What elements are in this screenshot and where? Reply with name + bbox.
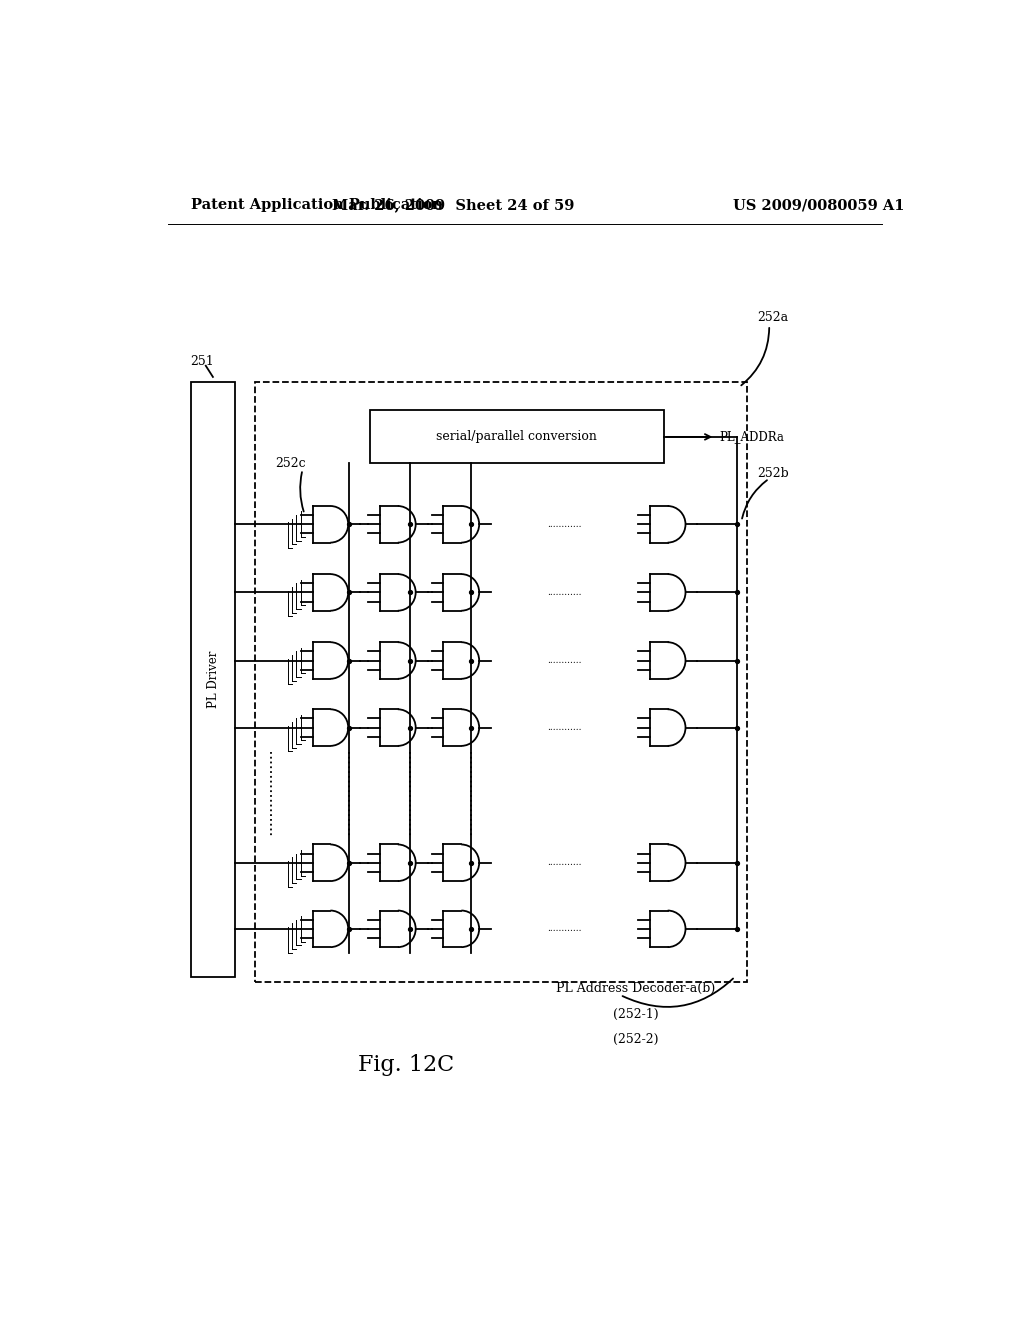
Text: Patent Application Publication: Patent Application Publication	[191, 198, 443, 213]
Text: PL Address Decoder-a(b): PL Address Decoder-a(b)	[556, 982, 716, 995]
Text: 252a: 252a	[758, 312, 788, 325]
Bar	[370, 411, 664, 463]
Text: ............: ............	[547, 587, 582, 597]
Bar	[255, 381, 748, 982]
Text: US 2009/0080059 A1: US 2009/0080059 A1	[733, 198, 904, 213]
Text: 252b: 252b	[758, 467, 790, 480]
Bar	[191, 381, 236, 977]
Text: ............: ............	[547, 858, 582, 867]
Text: PL Driver: PL Driver	[207, 651, 220, 708]
Text: ............: ............	[547, 924, 582, 933]
Text: Fig. 12C: Fig. 12C	[357, 1055, 454, 1076]
Text: 252c: 252c	[274, 457, 305, 470]
Text: (252-2): (252-2)	[613, 1034, 658, 1047]
Text: ............: ............	[547, 656, 582, 665]
Text: PL_ADDRa: PL_ADDRa	[719, 430, 784, 444]
Text: ............: ............	[547, 723, 582, 733]
Text: ............: ............	[547, 520, 582, 529]
Text: serial/parallel conversion: serial/parallel conversion	[436, 430, 597, 444]
Text: 251: 251	[189, 355, 214, 368]
Text: (252-1): (252-1)	[613, 1007, 658, 1020]
Text: Mar. 26, 2009  Sheet 24 of 59: Mar. 26, 2009 Sheet 24 of 59	[332, 198, 574, 213]
